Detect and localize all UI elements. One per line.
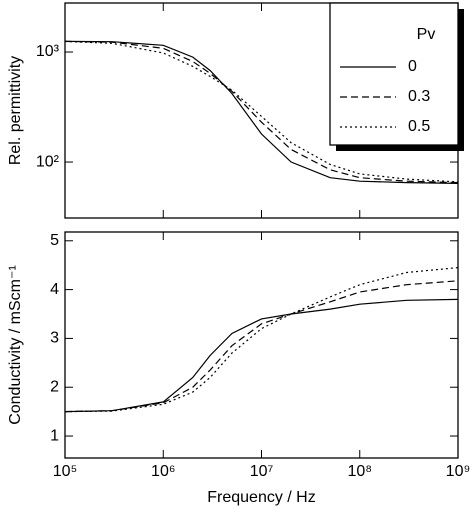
data-line [64,40,459,184]
x-tick-label: 10⁵ [53,463,77,480]
y-tick-label: 3 [50,330,59,347]
y-tick-label: 4 [50,281,59,298]
legend-title: Pv [417,26,436,43]
x-tick-label: 10⁹ [446,463,471,480]
x-tick-label: 10⁶ [151,463,175,480]
y-tick-label: 10² [36,153,60,170]
y-tick-label: 5 [50,232,59,249]
x-axis-label: Frequency / Hz [207,489,315,506]
legend-box [329,2,459,146]
y-axis-label: Rel. permittivity [7,56,24,165]
data-line [64,40,459,184]
y-tick-label: 2 [50,378,59,395]
y-tick-label: 10³ [36,43,60,60]
legend-label: 0.3 [408,88,430,105]
legend-label: 0.5 [408,118,430,135]
data-line [64,280,459,413]
x-tick-label: 10⁸ [347,463,372,480]
y-tick-label: 1 [50,427,59,444]
data-line [64,267,459,413]
y-axis-label: Conductivity / mScm⁻¹ [7,265,24,425]
legend-label: 0 [408,58,417,75]
data-line [64,40,459,183]
data-line [64,298,459,413]
plot-frame [64,231,459,459]
x-tick-label: 10⁷ [250,463,274,480]
